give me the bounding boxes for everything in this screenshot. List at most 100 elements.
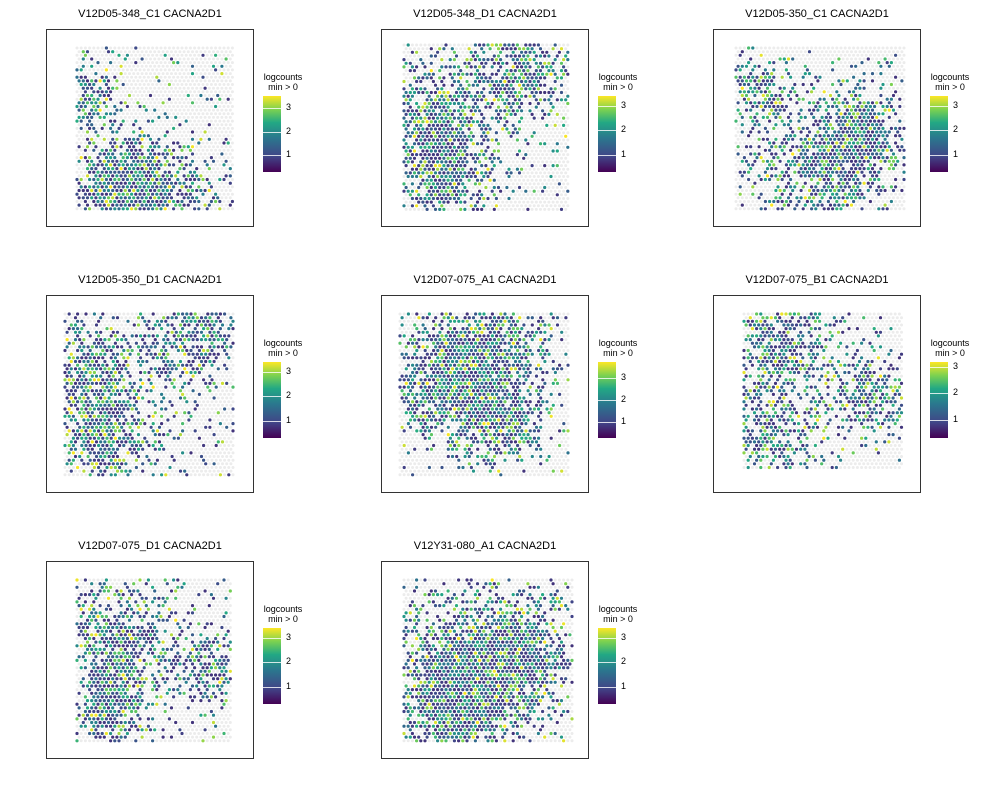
background-spot [165,137,169,141]
expression-spot [106,188,111,193]
expression-spot [463,156,467,160]
expression-spot [148,174,153,178]
expression-spot [163,134,167,138]
expression-spot [555,76,559,80]
expression-spot [559,69,564,73]
expression-spot [478,123,482,127]
expression-spot [501,61,505,65]
expression-spot [467,61,471,65]
expression-spot [473,65,477,69]
expression-spot [490,167,494,171]
expression-spot [526,54,530,58]
expression-spot [433,178,438,182]
background-spot [88,148,92,152]
expression-spot [88,177,92,182]
expression-spot [427,189,431,193]
expression-spot [88,163,92,167]
expression-spot [538,98,543,102]
background-spot [528,116,532,120]
expression-spot [457,196,461,201]
expression-spot [138,177,142,182]
background-spot [431,50,435,54]
background-spot [197,75,201,79]
expression-spot [113,148,117,152]
expression-spot [117,53,121,57]
background-spot [404,47,408,51]
background-spot [539,156,542,160]
expression-spot [538,61,543,65]
background-spot [532,153,536,157]
background-spot [490,123,494,127]
background-spot [526,178,530,182]
background-spot [482,160,486,164]
expression-spot [228,167,232,171]
expression-spot [452,58,456,62]
expression-spot [423,87,427,91]
expression-spot [490,72,494,76]
background-spot [81,203,85,207]
background-spot [222,61,226,65]
expression-spot [81,86,85,90]
expression-spot [452,65,456,69]
expression-spot [511,72,515,76]
background-spot [423,43,427,47]
background-spot [197,192,201,196]
background-spot [224,72,228,76]
expression-spot [115,196,119,200]
background-spot [197,148,201,152]
expression-spot [81,188,85,193]
expression-spot [98,174,102,178]
background-spot [486,94,490,98]
expression-spot [446,105,450,109]
expression-spot [220,152,224,156]
expression-spot [471,83,475,87]
background-spot [134,83,138,86]
expression-spot [419,174,423,179]
background-spot [142,53,146,57]
background-spot [224,108,228,112]
background-spot [214,134,218,138]
expression-spot [482,153,486,157]
expression-spot [138,163,142,167]
background-spot [549,50,553,54]
background-spot [167,68,171,72]
expression-spot [102,101,106,105]
expression-spot [425,112,429,116]
expression-spot [190,101,195,105]
expression-spot [142,199,146,204]
background-spot [94,159,98,163]
expression-spot [543,54,547,58]
background-spot [230,148,234,152]
background-spot [98,72,102,76]
background-spot [547,178,551,182]
expression-spot [541,65,545,69]
expression-spot [444,167,448,171]
background-spot [207,64,211,68]
background-spot [115,101,119,105]
expression-spot [151,192,155,196]
background-spot [79,90,83,94]
background-spot [153,57,157,61]
background-spot [226,119,230,123]
background-spot [224,50,228,54]
background-spot [174,145,178,149]
background-spot [547,134,551,138]
background-spot [132,108,136,112]
background-spot [459,98,463,102]
background-spot [467,142,471,146]
expression-spot [148,152,153,156]
expression-spot [438,171,442,175]
expression-spot [436,196,440,201]
expression-spot [524,79,528,84]
expression-spot [415,109,419,113]
expression-spot [83,104,87,109]
background-spot [151,112,155,116]
expression-spot [549,174,553,179]
expression-spot [220,64,224,68]
expression-spot [534,69,538,73]
background-spot [465,109,469,113]
background-spot [220,50,224,54]
expression-spot [566,58,570,62]
background-spot [534,127,538,131]
expression-spot [503,79,507,84]
